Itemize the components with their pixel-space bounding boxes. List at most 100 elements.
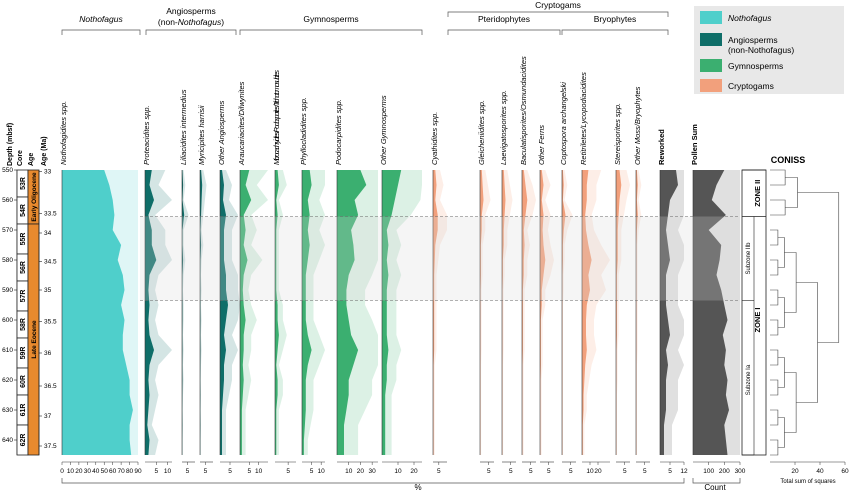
coniss-dendrogram: CONISS ZONE II ZONE I Subzone IIb Subzone Ia…: [741, 155, 849, 485]
age-ma-tick-label: 37: [44, 413, 52, 420]
core-label: 56R: [20, 261, 27, 274]
dendrogram-branch: [784, 252, 797, 313]
depth-tick-label: 590: [2, 287, 13, 294]
panel-tick-label: 5: [509, 468, 513, 475]
taxon-panel: Proteacidites spp. 5 10: [142, 105, 172, 475]
age-ma-label: Age (Ma): [41, 136, 48, 166]
depth-tick-label: 620: [2, 377, 13, 384]
taxon-label: Cyathidites spp.: [430, 112, 439, 165]
age-unit-label: Early Oligocene: [31, 172, 38, 222]
abundance-area: [240, 170, 252, 455]
taxon-panel: Other Gymnosperms 10 20: [379, 95, 422, 475]
taxon-panel: Microcachryidites/Podosporites/Trichotom…: [272, 70, 296, 475]
taxon-label: Laevigatosporites spp.: [499, 90, 508, 165]
panel-tick-label: 30: [84, 468, 92, 475]
age-ma-tick-label: 37.5: [44, 443, 57, 450]
exaggeration-area: [220, 170, 240, 455]
panel-tick-label: 5: [286, 468, 290, 475]
legend: Nothofagus Angiosperms(non-Nothofagus) Gym…: [694, 6, 844, 94]
dendrogram-branch: [770, 349, 779, 366]
dendrogram-branch: [784, 372, 797, 433]
taxon-panel: Retitriletes/Lycopodiacidites 10 20: [579, 72, 610, 475]
age-ma-tick-label: 35: [44, 287, 52, 294]
abundance-area: [200, 170, 203, 455]
abundance-area: [382, 170, 402, 455]
panel-tick-label: 5: [437, 468, 441, 475]
legend-label: Angiosperms: [728, 35, 778, 45]
panel-tick-label: 5: [310, 468, 314, 475]
pteridophytes-bracket: [447, 29, 561, 35]
dendrogram-branch: [770, 379, 779, 396]
panel-tick-label: 20: [410, 468, 418, 475]
depth-tick-label: 610: [2, 347, 13, 354]
legend-swatch: [700, 79, 722, 92]
age-ma-tick-label: 36.5: [44, 383, 57, 390]
x-axis-label: %: [414, 483, 421, 492]
dendrogram-branch: [777, 417, 785, 448]
coniss-tick-label: 60: [841, 468, 849, 475]
count-axis-label: Count: [704, 483, 726, 492]
core-label: 61R: [20, 404, 27, 417]
group-label-bryophytes: Bryophytes: [594, 14, 637, 24]
taxon-panel: Pollen Sum 100 200 300: [690, 124, 746, 475]
dendrogram-branch: [770, 439, 779, 456]
age-column-label: Age: [28, 153, 35, 166]
panel-tick-label: 10: [255, 468, 263, 475]
depth-tick-label: 600: [2, 317, 13, 324]
taxon-label: Podocarpidites spp.: [334, 99, 343, 165]
abundance-area: [540, 170, 546, 455]
abundance-area: [616, 170, 622, 455]
core-label: 53R: [20, 177, 27, 190]
panel-tick-label: 60: [109, 468, 117, 475]
panel-tick-label: 5: [154, 468, 158, 475]
coniss-tick-label: 20: [791, 468, 799, 475]
dendrogram-branch: [770, 169, 786, 186]
core-label: 60R: [20, 375, 27, 388]
age-ma-tick-label: 34.5: [44, 259, 57, 266]
panel-tick-label: 10: [394, 468, 402, 475]
abundance-area: [337, 170, 367, 455]
panel-tick-label: 200: [719, 468, 730, 475]
exaggeration-area: [240, 170, 268, 455]
age-ma-tick-label: 35.5: [44, 319, 57, 326]
panel-tick-label: 10: [67, 468, 75, 475]
abundance-area: [562, 170, 566, 455]
panel-tick-label: 80: [126, 468, 134, 475]
taxon-label: Other Gymnosperms: [379, 95, 388, 165]
taxon-label: Phyllocladidites spp.: [299, 97, 308, 165]
panel-tick-label: 5: [204, 468, 208, 475]
cryptogams-bracket: [447, 11, 669, 17]
exaggeration-area: [182, 170, 189, 455]
taxon-panel: Nothofagidites spp. 0 10 20 30 40 50 60 70 80 90: [59, 101, 142, 475]
age-unit-label: Late Eocene: [31, 320, 38, 359]
panel-tick-label: 40: [92, 468, 100, 475]
dendrogram-branch: [796, 282, 818, 403]
taxon-label: Other Angiosperms: [217, 100, 226, 165]
panel-tick-label: 12: [680, 468, 688, 475]
legend-label-line2: (non-Nothofagus): [728, 45, 794, 55]
core-label: 57R: [20, 290, 27, 303]
panel-tick-label: 10: [586, 468, 594, 475]
taxon-panel: Phyllocladidites spp. 5 10: [299, 97, 325, 475]
abundance-area: [220, 170, 228, 455]
exaggeration-area: [582, 170, 610, 455]
dendrogram-branch: [770, 409, 779, 426]
group-label-nothofagus: Nothofagus: [79, 14, 123, 24]
taxon-panel: Stereisporites spp. 5: [613, 103, 630, 475]
abundance-area: [636, 170, 638, 455]
taxon-panel: Laevigatosporites spp. 5: [499, 90, 516, 475]
legend-label: Gymnosperms: [728, 61, 783, 71]
exaggeration-area: [540, 170, 554, 455]
dendrogram-branch: [777, 237, 785, 268]
sublabel-part: Nothofagus: [178, 17, 222, 27]
coniss-tick-label: 40: [816, 468, 824, 475]
taxon-label: Araucariacites/Dilwynites: [237, 81, 246, 166]
panel-tick-label: 10: [164, 468, 172, 475]
panel-tick-label: 5: [668, 468, 672, 475]
depth-axis-label: Depth (mbsf): [7, 123, 14, 166]
taxon-panel: Coptospora archangelski 5: [559, 82, 576, 475]
taxon-label: Pollen Sum: [690, 124, 699, 165]
panel-tick-label: 20: [357, 468, 365, 475]
depth-tick-label: 560: [2, 197, 13, 204]
